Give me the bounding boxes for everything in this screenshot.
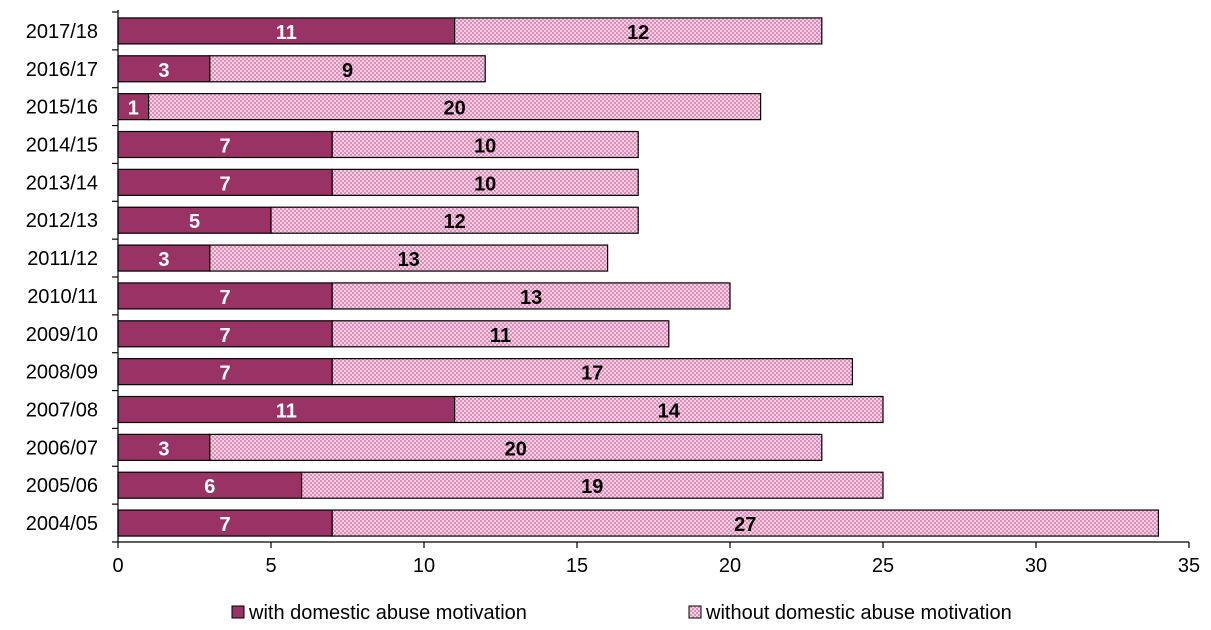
legend-swatch [231, 605, 245, 619]
bar-value-label: 20 [443, 98, 465, 120]
bar-with-abuse [117, 358, 333, 386]
bar-value-label: 10 [474, 173, 496, 195]
bar-with-abuse [117, 93, 150, 121]
category-label: 2014/15 [26, 135, 98, 157]
bar-value-label: 11 [490, 325, 511, 347]
bar-without-abuse [301, 471, 884, 499]
bar-with-abuse [117, 395, 456, 424]
category-label: 2013/14 [26, 172, 98, 194]
bar-value-label: 3 [158, 438, 169, 460]
bar-value-label: 7 [220, 363, 231, 385]
category-label: 2005/06 [26, 475, 98, 497]
bar-value-label: 6 [204, 476, 215, 498]
bar-value-label: 20 [505, 438, 527, 460]
x-tick-label: 25 [872, 555, 894, 577]
x-tick-label: 15 [566, 555, 588, 577]
legend-label: with domestic abuse motivation [248, 602, 527, 624]
bar-value-label: 9 [342, 60, 353, 82]
legend-swatch [688, 605, 702, 619]
axes: 0 5 10 15 20 25 30 35 [112, 10, 1200, 577]
category-label: 2006/07 [26, 437, 98, 459]
category-label: 2008/09 [26, 362, 98, 384]
bar-without-abuse [331, 320, 670, 348]
bar-without-abuse [209, 244, 609, 272]
category-label: 2009/10 [26, 324, 98, 346]
bar-without-abuse [454, 395, 884, 424]
bar-with-abuse [117, 130, 333, 159]
bar-value-label: 10 [474, 136, 496, 158]
bar-without-abuse [270, 206, 639, 234]
bar-value-label: 5 [189, 211, 200, 233]
category-label: 2015/16 [26, 97, 98, 119]
category-labels: 2017/18 2016/17 2015/16 2014/15 2013/14 2012/… [26, 21, 98, 535]
category-label: 2012/13 [26, 210, 98, 232]
bar-without-abuse [209, 433, 823, 461]
category-label: 2011/12 [27, 248, 98, 270]
bar-without-abuse [331, 168, 639, 196]
bar-value-label: 1 [128, 98, 139, 120]
legend: with domestic abuse motivation without do… [231, 602, 1012, 624]
bar-value-label: 19 [581, 476, 603, 498]
bar-value-label: 14 [658, 401, 681, 423]
x-tick-label: 30 [1025, 555, 1047, 577]
bar-value-label: 11 [276, 401, 297, 423]
category-label: 2017/18 [26, 21, 98, 43]
bar-without-abuse [331, 509, 1160, 537]
bar-value-label: 27 [734, 514, 756, 536]
category-label: 2004/05 [26, 513, 98, 535]
bar-value-label: 3 [158, 60, 169, 82]
bar-value-label: 7 [220, 173, 231, 195]
bar-value-label: 11 [276, 22, 297, 44]
bar-with-abuse [117, 471, 303, 499]
bar-without-abuse [331, 130, 639, 159]
bar-value-label: 7 [220, 325, 231, 347]
category-label: 2010/11 [27, 286, 98, 308]
x-tick-label: 0 [112, 555, 123, 577]
x-tick-label: 35 [1178, 555, 1200, 577]
bar-without-abuse [331, 358, 854, 386]
category-label: 2016/17 [26, 59, 98, 81]
bars-group: 11 12 3 9 1 20 7 10 7 10 5 12 3 13 7 13 7 11 7 17 11 14 3 20 6 19… [117, 17, 1160, 537]
bar-value-label: 12 [627, 22, 649, 44]
bar-value-label: 13 [398, 249, 420, 271]
bar-with-abuse [117, 55, 211, 83]
bar-value-label: 7 [220, 514, 231, 536]
bar-value-label: 3 [158, 249, 169, 271]
bar-value-label: 17 [581, 363, 603, 385]
legend-label: without domestic abuse motivation [705, 602, 1012, 624]
bar-without-abuse [148, 93, 762, 121]
x-tick-label: 5 [265, 555, 276, 577]
bar-value-label: 13 [520, 287, 542, 309]
category-label: 2007/08 [26, 400, 98, 422]
bar-without-abuse [454, 17, 823, 45]
bar-value-label: 7 [220, 287, 231, 309]
x-tick-label: 10 [413, 555, 435, 577]
x-tick-label: 20 [719, 555, 741, 577]
bar-with-abuse [117, 244, 211, 272]
bar-with-abuse [117, 433, 211, 461]
bar-without-abuse [331, 282, 731, 310]
bar-value-label: 12 [443, 211, 465, 233]
bar-without-abuse [209, 55, 486, 83]
bar-value-label: 7 [220, 136, 231, 158]
